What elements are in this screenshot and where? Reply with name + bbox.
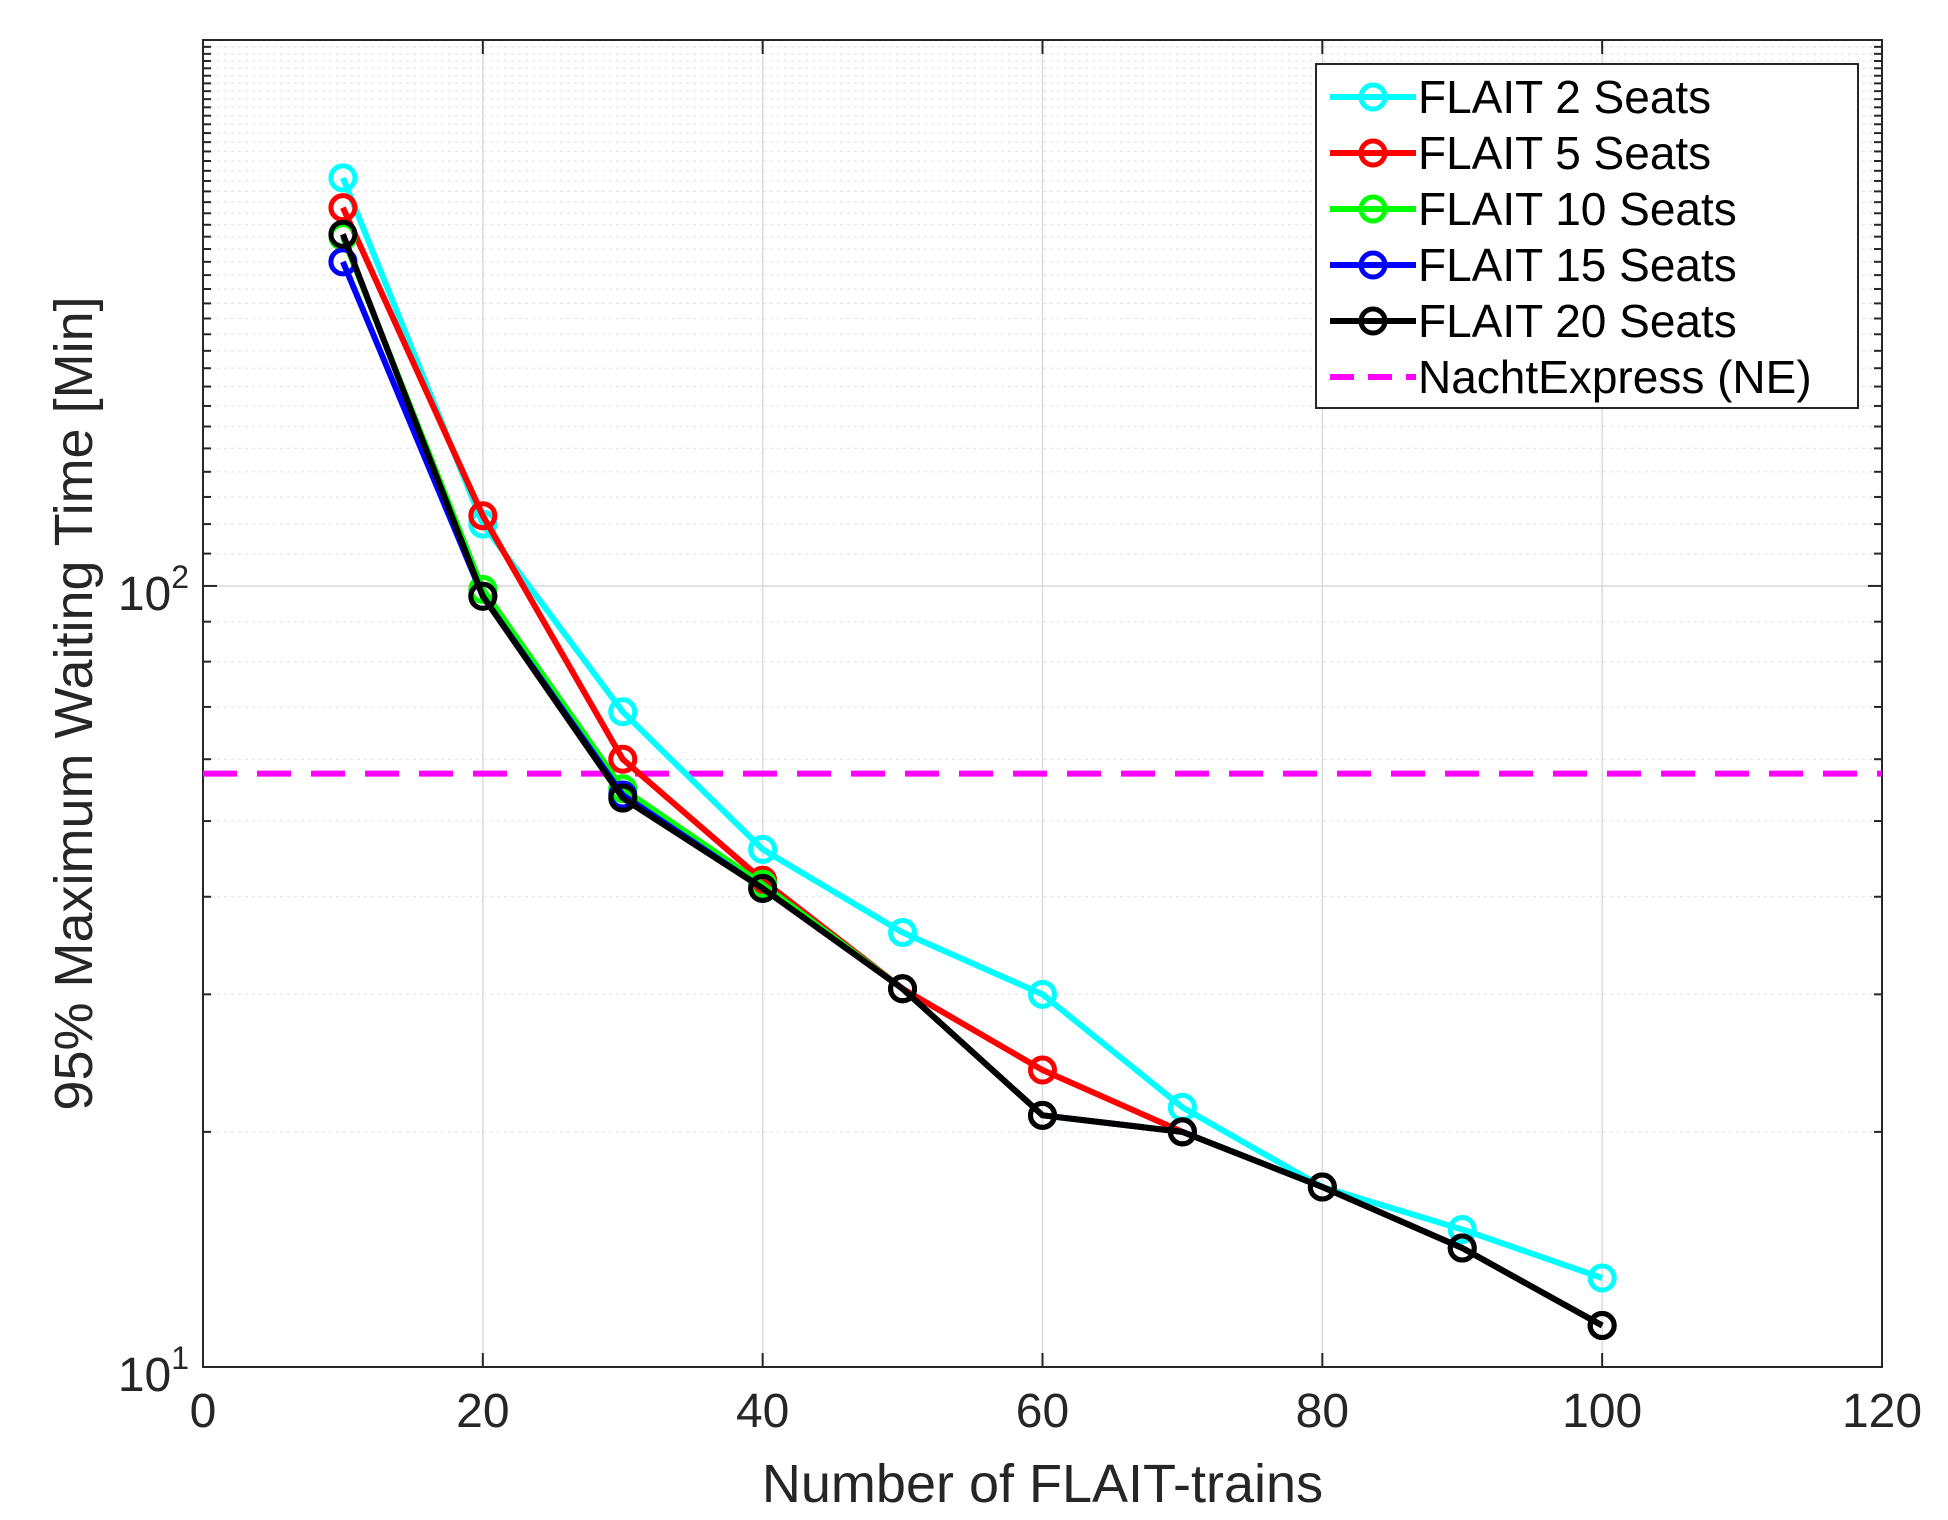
data-point — [888, 974, 918, 1004]
data-point — [328, 193, 358, 223]
data-point — [1307, 1172, 1337, 1202]
legend-label: FLAIT 2 Seats — [1418, 71, 1711, 123]
x-axis-title: Number of FLAIT-trains — [762, 1454, 1323, 1514]
axis-ticks — [202, 39, 1883, 1368]
y-tick-label-exponent: 2 — [171, 559, 189, 595]
data-point — [608, 744, 638, 774]
data-point — [608, 697, 638, 727]
data-point — [1587, 1263, 1617, 1293]
data-point — [748, 873, 778, 903]
y-tick-label-base: 10 — [118, 568, 171, 621]
legend-label: FLAIT 20 Seats — [1418, 295, 1737, 347]
legend-swatch-marker — [1358, 194, 1388, 224]
data-point — [1028, 1055, 1057, 1085]
x-axis-tick-labels: 0 20 40 60 80 100 120 — [190, 1385, 1922, 1438]
legend-swatch-marker — [1358, 138, 1388, 168]
y-tick-label-base: 10 — [118, 1349, 171, 1402]
legend-item: NachtExpress (NE) — [1330, 351, 1812, 403]
legend-item: FLAIT 20 Seats — [1330, 295, 1737, 347]
y-tick-label: 101 — [118, 1340, 189, 1402]
data-point — [888, 917, 918, 947]
x-tick-label: 100 — [1562, 1385, 1642, 1438]
data-point — [1028, 979, 1057, 1009]
legend-item: FLAIT 2 Seats — [1330, 71, 1711, 123]
data-point — [1587, 1311, 1617, 1341]
data-point — [328, 163, 358, 193]
data-point — [1447, 1214, 1477, 1244]
data-point — [748, 834, 778, 864]
y-tick-label-exponent: 1 — [171, 1340, 189, 1376]
y-axis-title: 95% Maximum Waiting Time [Min] — [44, 296, 104, 1110]
data-point — [468, 581, 498, 611]
x-tick-label: 0 — [190, 1385, 217, 1438]
legend-swatch-marker — [1358, 82, 1388, 112]
series-line — [340, 176, 1604, 1281]
y-tick-label: 102 — [118, 559, 189, 621]
series-flait-20-seats — [328, 219, 1617, 1341]
legend-label: FLAIT 5 Seats — [1418, 127, 1711, 179]
legend-swatch-marker — [1358, 250, 1388, 280]
data-point — [1028, 1100, 1057, 1130]
data-series — [328, 163, 1617, 1341]
legend-swatch-marker — [1358, 306, 1388, 336]
legend-item: FLAIT 15 Seats — [1330, 239, 1737, 291]
x-tick-label: 40 — [736, 1385, 789, 1438]
x-tick-label: 120 — [1842, 1385, 1922, 1438]
legend-box — [1315, 63, 1859, 409]
data-point — [1447, 1233, 1477, 1263]
data-point — [468, 501, 498, 531]
data-point — [1167, 1117, 1197, 1147]
data-point — [328, 219, 358, 249]
legend-item: FLAIT 5 Seats — [1330, 127, 1711, 179]
x-tick-label: 80 — [1296, 1385, 1349, 1438]
legend-label: FLAIT 10 Seats — [1418, 183, 1737, 235]
data-point — [608, 783, 638, 813]
legend-label: FLAIT 15 Seats — [1418, 239, 1737, 291]
legend-label: NachtExpress (NE) — [1418, 351, 1812, 403]
legend-item: FLAIT 10 Seats — [1330, 183, 1737, 235]
x-tick-label: 20 — [456, 1385, 509, 1438]
x-tick-label: 60 — [1016, 1385, 1069, 1438]
series-line — [340, 233, 1604, 1329]
